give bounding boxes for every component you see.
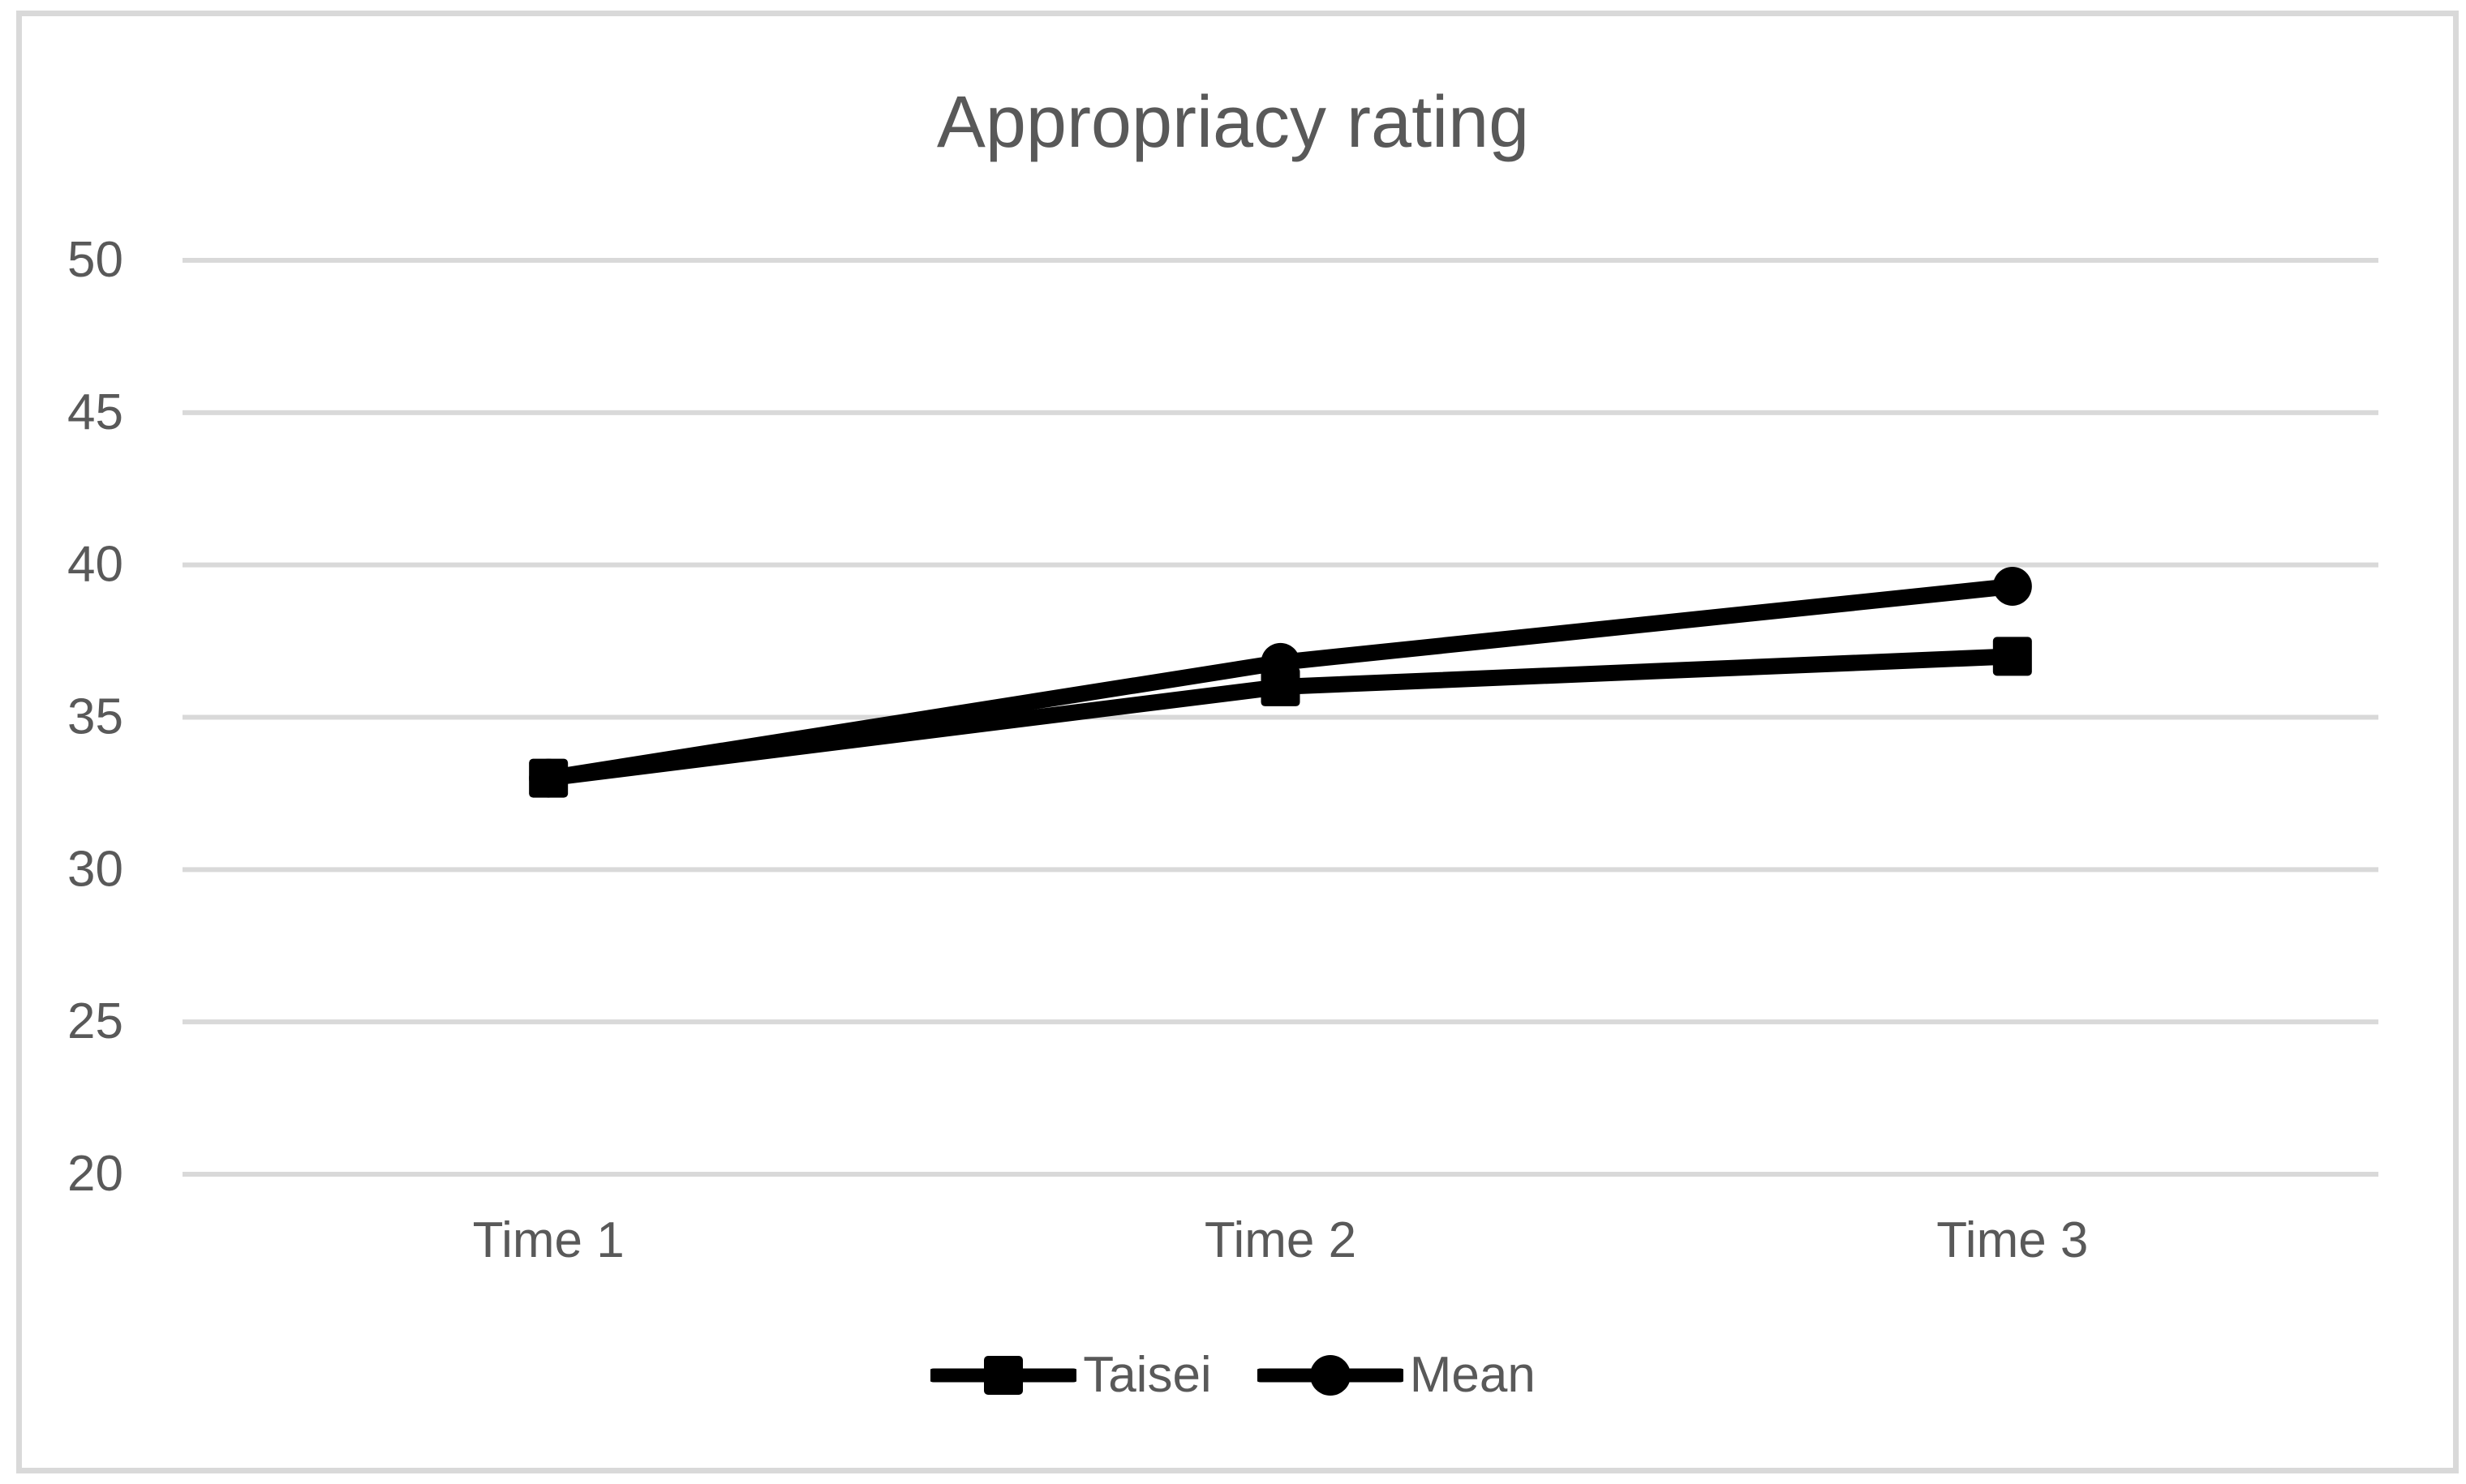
square-marker-icon bbox=[930, 1356, 1077, 1395]
legend: Taisei Mean bbox=[0, 1338, 2466, 1413]
y-tick-label: 30 bbox=[67, 841, 123, 897]
marker-circle-mean-2 bbox=[1992, 566, 2032, 606]
x-category-label: Time 3 bbox=[1936, 1212, 2088, 1268]
legend-label: Mean bbox=[1409, 1347, 1536, 1403]
y-tick-label: 25 bbox=[67, 993, 123, 1049]
legend-item-taisei: Taisei bbox=[930, 1349, 1212, 1401]
y-tick-label: 35 bbox=[67, 689, 123, 745]
x-category-label: Time 1 bbox=[473, 1212, 625, 1268]
y-tick-label: 50 bbox=[67, 232, 123, 288]
legend-item-mean: Mean bbox=[1257, 1349, 1536, 1401]
y-tick-label: 45 bbox=[67, 384, 123, 440]
marker-circle-mean-0 bbox=[529, 758, 569, 798]
chart-title: Appropriacy rating bbox=[936, 82, 1530, 163]
marker-square-taisei-2 bbox=[1992, 637, 2032, 676]
circle-marker-icon bbox=[1257, 1355, 1403, 1396]
legend-label: Taisei bbox=[1083, 1347, 1212, 1403]
x-category-label: Time 2 bbox=[1205, 1212, 1356, 1268]
marker-circle-mean-1 bbox=[1261, 642, 1300, 682]
y-tick-label: 20 bbox=[67, 1146, 123, 1202]
y-tick-label: 40 bbox=[67, 537, 123, 593]
